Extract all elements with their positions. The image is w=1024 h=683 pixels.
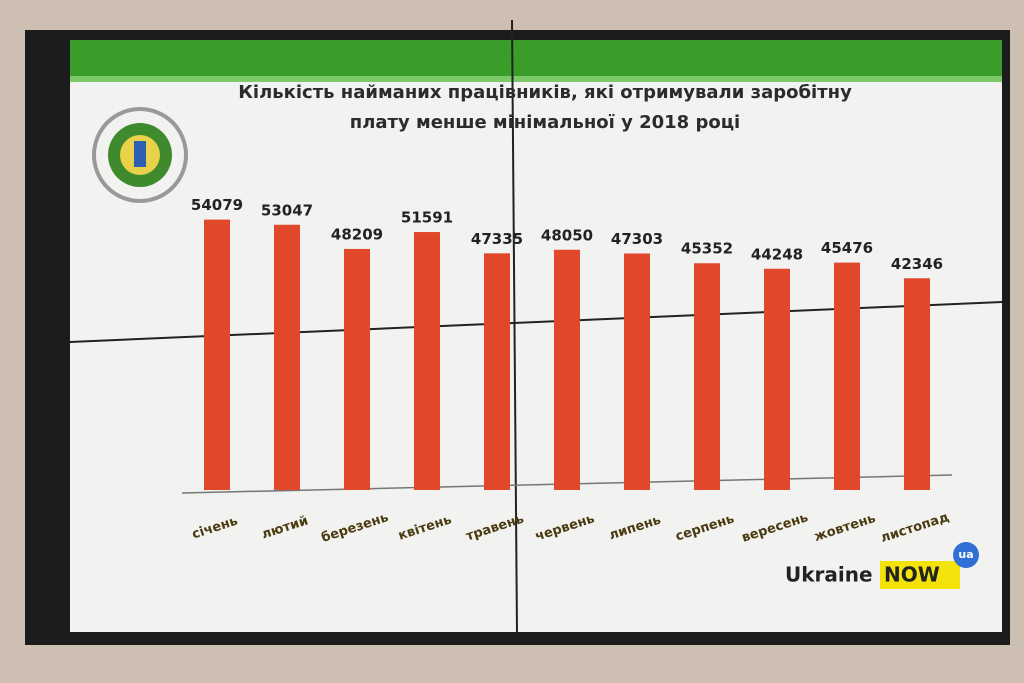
value-label: 51591 [401,209,453,227]
value-label: 44248 [751,245,803,263]
brand-badge: ua [958,548,973,561]
brand-highlight-bg [880,561,960,589]
value-label: 45476 [821,239,873,257]
emblem [92,107,188,203]
value-label: 45352 [681,240,733,258]
brand-name: Ukraine [785,563,873,587]
value-label: 48209 [331,225,383,243]
panel-seam [511,19,518,633]
bar [414,232,440,491]
bar [274,224,300,490]
bar [344,248,370,490]
bar [554,249,580,490]
bar [834,262,860,490]
brand-badge-bg [953,542,979,568]
bar [484,253,510,490]
bar [624,253,650,490]
bar [204,219,230,491]
value-label: 47335 [471,230,523,248]
value-label: 54079 [191,196,243,214]
branding: Ukraine NOW ua [785,542,979,589]
header-stripe [70,76,1002,82]
value-label: 53047 [261,201,313,219]
chart-title: Кількість найманих працівників, які отри… [238,82,852,133]
value-label: 48050 [541,226,593,244]
value-label: 42346 [891,255,943,273]
bar [694,263,720,490]
brand-highlight: NOW [884,563,940,587]
bar [764,268,790,490]
header-band [70,40,1002,82]
bar [904,278,930,490]
value-label: 47303 [611,230,663,248]
